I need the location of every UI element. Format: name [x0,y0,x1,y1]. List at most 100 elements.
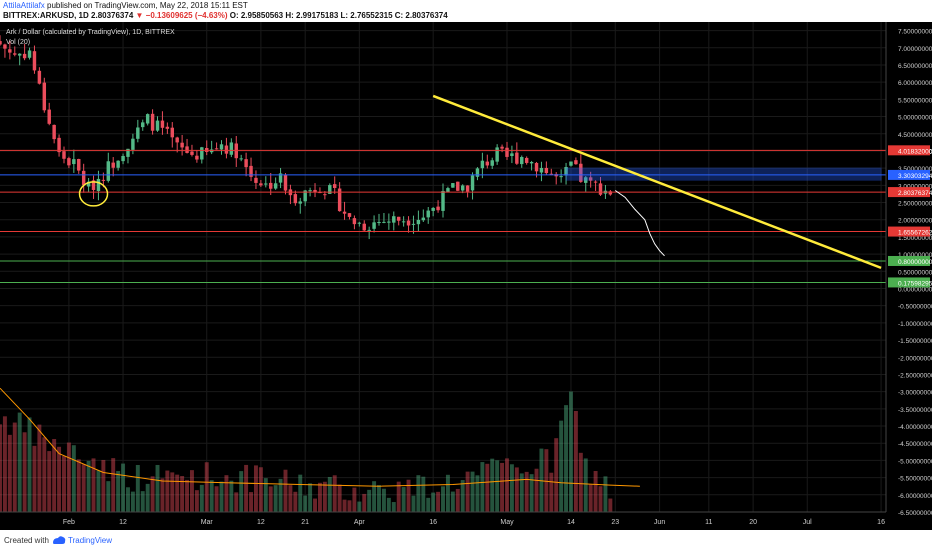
candle-body [67,158,71,166]
chart-header: AttilaAttilafx published on TradingView.… [0,0,932,22]
level-price-tag [888,226,930,237]
volume-bar [185,479,190,512]
volume-bar [135,464,140,512]
y-tick-label: 3.50000000 [898,166,932,173]
volume-bar [76,459,81,512]
volume-bar [450,491,455,512]
price-change: −0.13609625 (−4.63%) [145,11,228,20]
author-link[interactable]: AttilaAttilafx [3,1,45,10]
volume-bar [204,462,209,512]
candle-body [17,53,22,56]
candle-body [539,167,544,173]
level-price-tag [888,169,930,180]
volume-bar [416,475,421,512]
volume-bar [288,485,293,512]
volume-ma-line [0,387,640,487]
volume-bar [52,439,57,512]
candle-body [401,221,406,223]
y-tick-label: -4.00000000 [898,424,932,431]
candle-body [249,165,253,177]
candle-body [195,155,199,160]
volume-bar [470,471,475,512]
volume-bar [17,412,22,512]
candle-body [441,190,445,211]
tradingview-brand-link[interactable]: TradingView [68,536,113,545]
down-arrow-icon: ▼ [135,11,144,20]
publish-info: published on TradingView.com, May 22, 20… [47,1,248,10]
candle-body [505,147,509,157]
candle-body [510,153,514,156]
candle-body [347,213,352,217]
legend-title: Ark / Dollar (calculated by TradingView)… [6,29,175,36]
candle-body [377,221,381,224]
volume-bar [224,475,229,512]
candle-body [239,158,243,160]
y-tick-label: 0.00000000 [898,286,932,293]
volume-bar [0,424,2,512]
candle-body [470,175,475,191]
chart-area[interactable]: 7.50000000 7.00000000 6.50000000 6.00000000… [0,22,932,530]
candle-body [465,185,470,192]
volume-bar [101,459,106,512]
volume-bar [140,491,145,512]
candle-body [209,149,214,153]
volume-bar [155,464,160,512]
candle-body [293,194,298,204]
volume-bar [603,476,608,512]
x-tick-label: 12 [257,519,265,526]
candle-body [96,178,101,191]
y-tick-label: 6.50000000 [898,63,932,70]
level-price-tag [888,145,930,156]
volume-bar [170,472,175,512]
candle-body [446,188,450,193]
x-tick-label: 16 [429,519,437,526]
candle-body [111,162,115,168]
candle-body [268,182,273,189]
x-tick-label: Jul [803,519,812,526]
y-tick-label: 2.00000000 [898,218,932,225]
candle-body [81,170,86,186]
tradingview-logo-icon [53,536,66,544]
candle-body [3,44,7,49]
candle-body [515,152,519,164]
volume-bar [396,481,401,512]
volume-bar [362,493,367,512]
y-tick-label: 7.50000000 [898,29,932,36]
volume-bar [130,491,135,512]
candle-body [77,159,81,171]
candle-body [150,113,155,131]
volume-bar [573,410,578,512]
y-tick-label: 7.00000000 [898,46,932,53]
candle-body [406,220,411,226]
candle-body [524,157,529,163]
y-tick-label: -5.00000000 [898,458,932,465]
x-tick-label: 14 [567,519,575,526]
volume-bar [588,484,593,512]
y-tick-label: 1.50000000 [898,235,932,242]
candle-body [460,185,465,191]
candle-body [456,181,460,191]
volume-bar [524,471,529,512]
x-tick-label: Mar [201,519,214,526]
candle-body [283,174,288,191]
x-tick-label: Jun [654,519,665,526]
volume-bar [598,486,603,512]
candle-body [569,161,573,166]
candle-body [362,223,366,231]
level-price-label: 0.80000000 [898,259,932,266]
volume-bar [431,492,436,512]
level-price-tag [888,187,930,198]
volume-bar [342,499,347,512]
volume-bar [32,445,37,512]
volume-bar [91,458,96,512]
price-chart[interactable]: 7.50000000 7.00000000 6.50000000 6.00000000… [0,22,932,530]
y-tick-label: 0.50000000 [898,269,932,276]
candle-body [219,144,224,150]
candle-body [86,181,91,187]
candle-body [52,124,56,140]
volume-bar [145,483,150,512]
volume-bar [583,458,588,512]
candle-body [47,109,51,124]
candle-body [323,194,327,196]
candle-body [559,176,563,178]
